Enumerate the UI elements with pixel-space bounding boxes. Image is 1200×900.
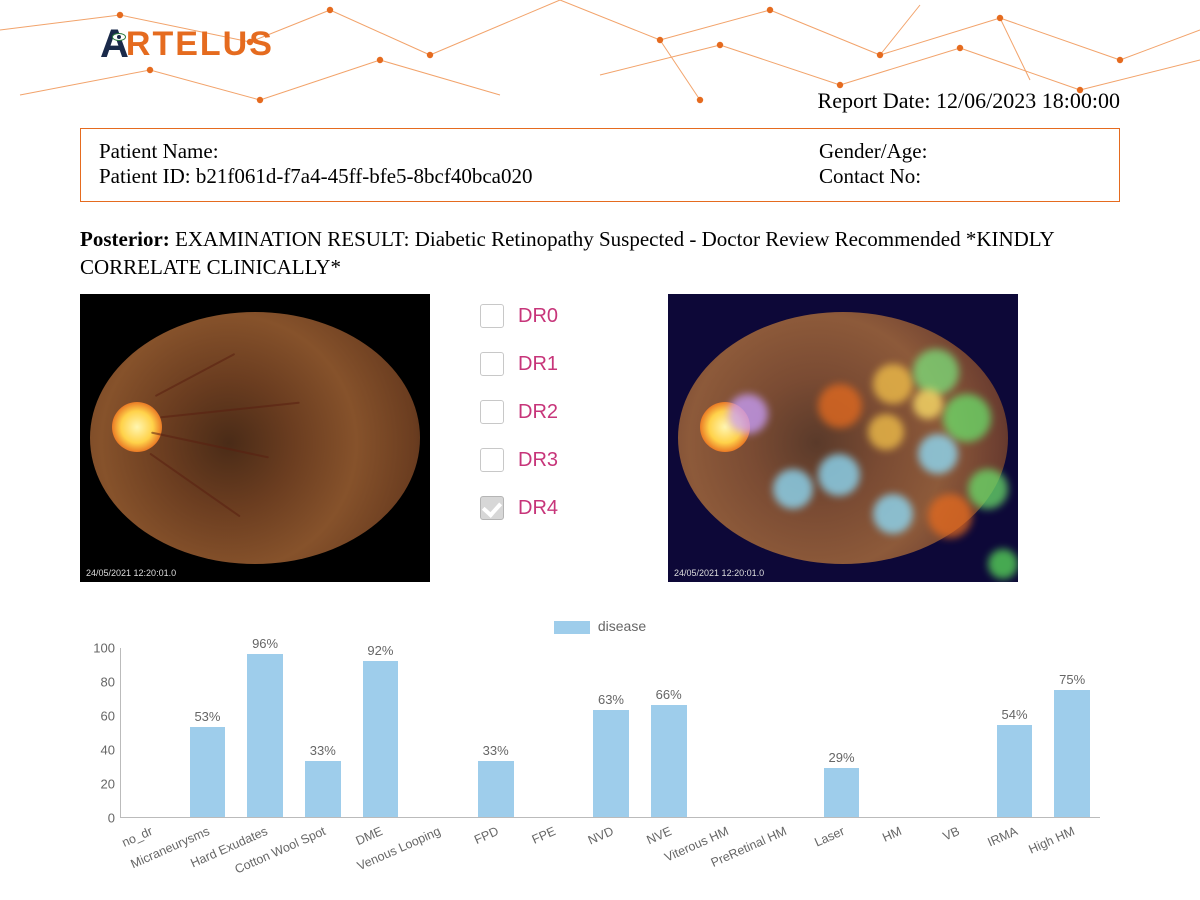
chart-legend: disease (80, 618, 1120, 634)
logo-text: RTELUS (126, 25, 274, 64)
y-axis-tick: 40 (87, 743, 115, 758)
heatmap-blob (818, 384, 862, 428)
disease-probability-chart: disease 0 20 40 60 80 100 53% 96% 33% 92% 33% 63% 66… (80, 618, 1120, 878)
bar-value-label: 96% (247, 636, 283, 651)
chart-bar: 96% (247, 654, 283, 817)
heatmap-blob (943, 394, 991, 442)
chart-bar: 29% (824, 768, 860, 817)
dr-grade-item[interactable]: DR2 (480, 400, 558, 424)
dr-grade-list: DR0 DR1 DR2 DR3 DR4 (480, 304, 558, 520)
checkbox-icon[interactable] (480, 352, 504, 376)
chart-bar: 53% (190, 727, 226, 817)
patient-name-label: Patient Name: (99, 139, 219, 163)
report-date-label: Report Date: (818, 88, 931, 113)
dr-grade-item[interactable]: DR0 (480, 304, 558, 328)
bar-value-label: 53% (190, 709, 226, 724)
bar-value-label: 75% (1054, 672, 1090, 687)
exam-result-text: EXAMINATION RESULT: Diabetic Retinopathy… (80, 227, 1054, 279)
dr-grade-item[interactable]: DR3 (480, 448, 558, 472)
patient-info-box: Patient Name: Gender/Age: Patient ID: b2… (80, 128, 1120, 202)
heatmap-blob (873, 494, 913, 534)
chart-bar: 66% (651, 705, 687, 817)
patient-id-label: Patient ID: (99, 164, 191, 188)
logo-letter-a: A (100, 22, 128, 66)
chart-plot-area: 02040608010053%96%33%92%33%63%66%29%54%7… (120, 648, 1100, 818)
checkbox-icon[interactable] (480, 304, 504, 328)
heatmap-blob (773, 469, 813, 509)
logo: A RTELUS (100, 22, 274, 67)
logo-mark: A (100, 22, 128, 67)
dr-grade-label: DR0 (518, 305, 558, 328)
y-axis-tick: 100 (87, 641, 115, 656)
checkbox-icon[interactable] (480, 400, 504, 424)
report-date: Report Date: 12/06/2023 18:00:00 (818, 88, 1120, 114)
exam-result-label: Posterior: (80, 227, 170, 251)
chart-bar: 33% (305, 761, 341, 817)
images-row: 24/05/2021 12:20:01.0 DR0 DR1 DR2 DR3 DR4 24… (80, 294, 1120, 582)
bar-value-label: 63% (593, 692, 629, 707)
dr-grade-item[interactable]: DR4 (480, 496, 558, 520)
fundus-image-heatmap: 24/05/2021 12:20:01.0 (668, 294, 1018, 582)
heatmap-blob (728, 394, 768, 434)
legend-swatch (554, 621, 590, 634)
bar-value-label: 33% (305, 743, 341, 758)
bar-value-label: 92% (363, 643, 399, 658)
exam-result: Posterior: EXAMINATION RESULT: Diabetic … (80, 225, 1120, 282)
bar-value-label: 66% (651, 687, 687, 702)
heatmap-blob (928, 494, 972, 538)
eye-icon (112, 33, 126, 41)
image-timestamp-right: 24/05/2021 12:20:01.0 (674, 568, 764, 578)
bar-value-label: 29% (824, 750, 860, 765)
patient-id-value: b21f061d-f7a4-45ff-bfe5-8bcf40bca020 (196, 164, 533, 188)
y-axis-tick: 80 (87, 675, 115, 690)
y-axis-tick: 0 (87, 811, 115, 826)
dr-grade-label: DR1 (518, 353, 558, 376)
heatmap-blob (868, 414, 904, 450)
chart-bar: 75% (1054, 690, 1090, 818)
chart-bar: 33% (478, 761, 514, 817)
chart-bar: 63% (593, 710, 629, 817)
heatmap-blob (968, 469, 1008, 509)
dr-grade-label: DR4 (518, 497, 558, 520)
y-axis-tick: 20 (87, 777, 115, 792)
report-date-value: 12/06/2023 18:00:00 (936, 88, 1120, 113)
heatmap-blob (913, 349, 959, 395)
image-timestamp-left: 24/05/2021 12:20:01.0 (86, 568, 176, 578)
dr-grade-label: DR2 (518, 401, 558, 424)
chart-bar: 54% (997, 725, 1033, 817)
heatmap-blob (818, 454, 860, 496)
y-axis-tick: 60 (87, 709, 115, 724)
heatmap-blob (918, 434, 958, 474)
heatmap-blob (913, 389, 943, 419)
dr-grade-item[interactable]: DR1 (480, 352, 558, 376)
bar-value-label: 54% (997, 707, 1033, 722)
chart-bar: 92% (363, 661, 399, 817)
contact-label: Contact No: (819, 164, 921, 188)
heatmap-blob (988, 549, 1018, 579)
heatmap-blob (873, 364, 913, 404)
legend-label: disease (598, 618, 646, 634)
gender-age-label: Gender/Age: (819, 139, 927, 163)
checkbox-icon[interactable] (480, 448, 504, 472)
bar-value-label: 33% (478, 743, 514, 758)
dr-grade-label: DR3 (518, 449, 558, 472)
checkbox-icon[interactable] (480, 496, 504, 520)
fundus-image-original: 24/05/2021 12:20:01.0 (80, 294, 430, 582)
